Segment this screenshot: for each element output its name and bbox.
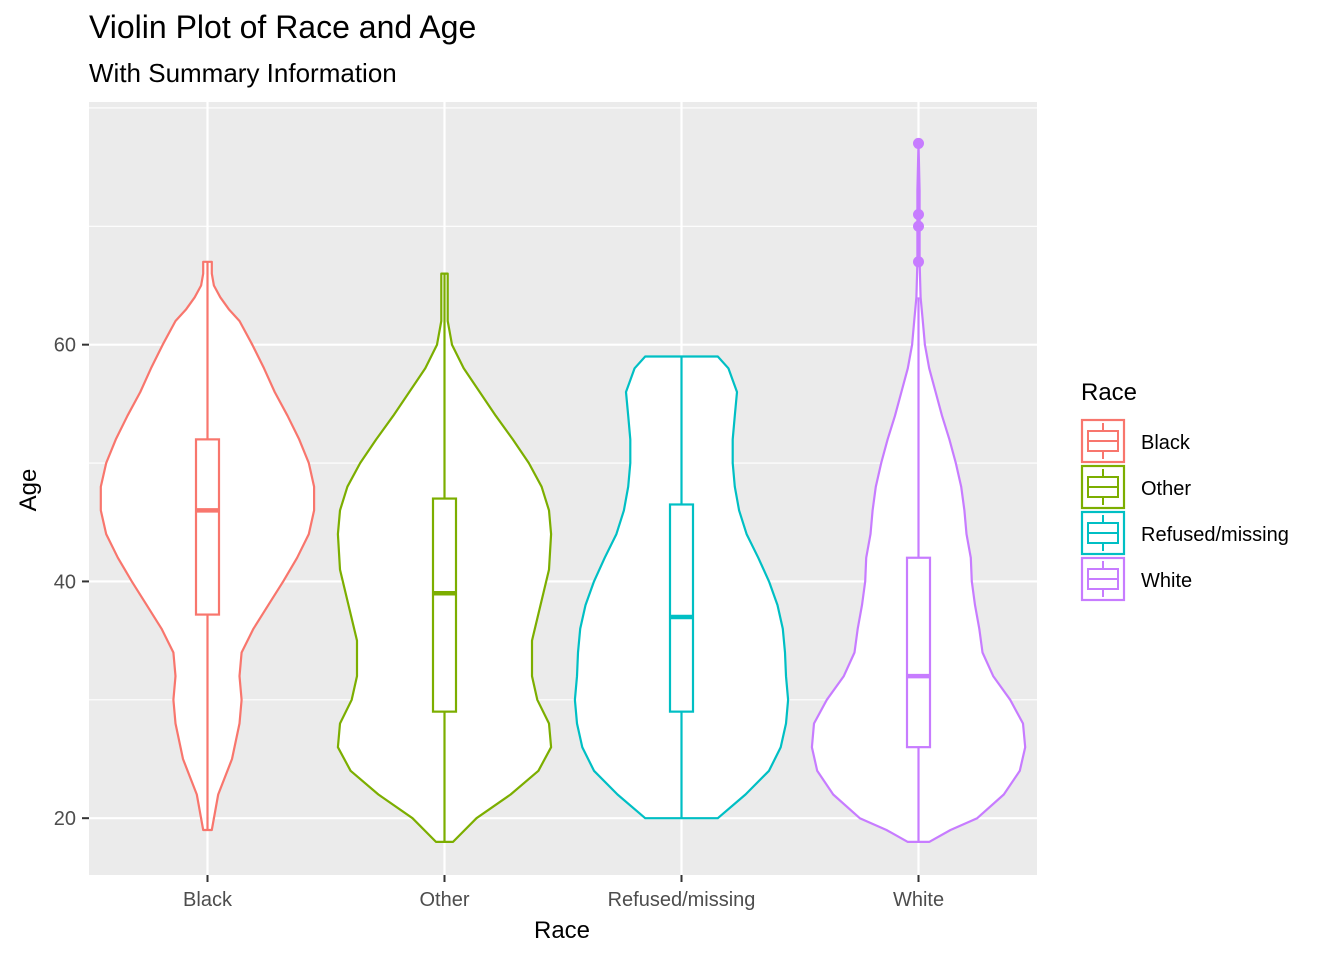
y-tick-label: 20	[54, 808, 76, 830]
legend-title: Race	[1081, 379, 1137, 406]
legend-item-black: Black	[1080, 418, 1191, 464]
chart-title: Violin Plot of Race and Age	[89, 9, 476, 45]
violin-refused-missing	[573, 355, 790, 820]
outlier-point	[913, 220, 924, 232]
legend-item-other: Other	[1080, 464, 1191, 510]
box	[431, 497, 458, 713]
violin-white	[810, 137, 1027, 843]
y-tick-label: 60	[54, 335, 76, 357]
violin-black	[99, 260, 316, 832]
violin-other	[336, 272, 553, 843]
legend-item-white: White	[1080, 556, 1192, 602]
x-tick-label: Refused/missing	[608, 889, 756, 911]
box	[905, 556, 932, 749]
outlier-point	[913, 256, 924, 268]
x-tick-label: Black	[183, 889, 233, 911]
box	[194, 438, 221, 616]
legend-label: Black	[1141, 432, 1191, 454]
legend-label: Other	[1141, 478, 1191, 500]
legend-label: Refused/missing	[1141, 524, 1289, 546]
outlier-point	[913, 208, 924, 220]
x-axis: Black Other Refused/missing White	[183, 875, 944, 911]
y-axis-title: Age	[15, 469, 42, 512]
x-tick-label: White	[893, 889, 944, 911]
y-tick-label: 40	[54, 571, 76, 593]
x-axis-title: Race	[534, 917, 590, 944]
chart-subtitle: With Summary Information	[89, 58, 397, 88]
box	[668, 503, 695, 713]
legend: Race Black Other Refused/missing White	[1080, 379, 1289, 602]
legend-label: White	[1141, 570, 1192, 592]
x-tick-label: Other	[419, 889, 469, 911]
y-axis: 20 40 60	[54, 335, 89, 830]
outlier-point	[913, 137, 924, 149]
violins	[99, 137, 1027, 843]
legend-item-refused-missing: Refused/missing	[1080, 510, 1289, 556]
